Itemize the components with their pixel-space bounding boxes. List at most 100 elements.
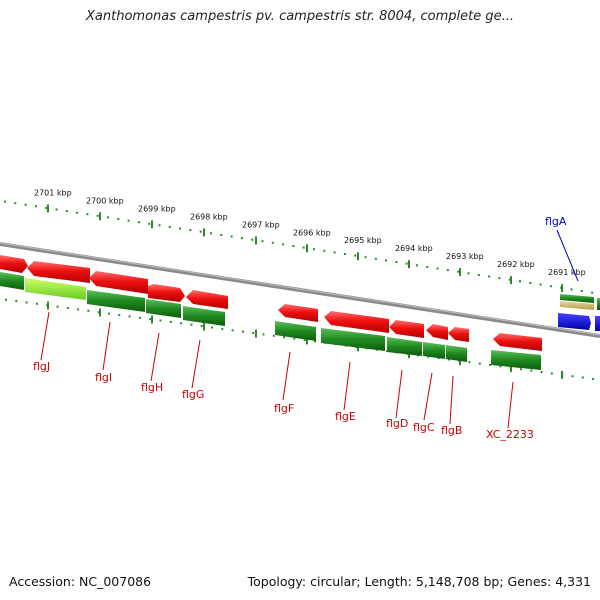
lower-scale-dot (56, 305, 59, 308)
gene-arrow[interactable] (186, 290, 228, 309)
lower-major-tick (561, 370, 563, 379)
gene-label-flgF[interactable]: flgF (274, 402, 294, 415)
scale-dot (76, 211, 79, 214)
gene-label-flgA[interactable]: flgA (545, 215, 567, 228)
reverse-feature-box[interactable] (595, 316, 600, 331)
gene-label-flgI[interactable]: flgI (95, 371, 112, 384)
cds-box[interactable] (275, 321, 316, 341)
cds-box[interactable] (491, 350, 541, 370)
gene-label-flgJ[interactable]: flgJ (33, 360, 50, 373)
scale-dot (580, 290, 583, 292)
lower-major-tick (459, 357, 461, 366)
gene-arrow[interactable] (27, 261, 90, 283)
lower-scale-dot (66, 307, 69, 309)
lower-scale-dot (314, 340, 316, 343)
lower-major-tick (255, 329, 257, 338)
cds-box[interactable] (183, 306, 225, 326)
cds-box[interactable] (0, 272, 24, 290)
scale-dot (55, 208, 58, 211)
gene-arrows-upper (0, 255, 228, 326)
lower-scale-dot (5, 298, 7, 301)
cds-box[interactable] (87, 290, 145, 312)
lower-scale-dot (489, 364, 492, 366)
lower-scale-dot (77, 308, 80, 311)
lower-scale-dot (283, 336, 286, 339)
gene-arrow[interactable] (426, 324, 448, 340)
cds-box[interactable] (146, 299, 181, 318)
cds-box[interactable] (423, 342, 445, 359)
gene-arrow[interactable] (493, 333, 542, 351)
lower-scale-dot (15, 300, 18, 303)
lower-scale-dot (550, 372, 553, 375)
scale-dot (292, 245, 295, 247)
lower-scale-dot (293, 337, 296, 340)
lower-scale-dot (169, 320, 172, 323)
scale-label: 2696 kbp (293, 228, 331, 237)
gene-label-flgD[interactable]: flgD (386, 417, 408, 430)
scale-major-tick (151, 220, 153, 229)
scale-label: 2701 kbp (34, 188, 72, 197)
gene-label-flgG[interactable]: flgG (182, 388, 204, 401)
scale-major-tick (203, 228, 205, 237)
scale-label: 2693 kbp (446, 252, 484, 261)
gene-arrow[interactable] (0, 255, 28, 273)
scale-dot (549, 285, 552, 288)
gene-arrow[interactable] (324, 311, 389, 333)
scale-dot (364, 256, 367, 259)
lower-scale-dot (190, 323, 193, 326)
map-title: Xanthomonas campestris pv. campestris st… (86, 9, 514, 24)
gene-arrow[interactable] (148, 284, 185, 302)
lower-scale-dot (25, 301, 28, 304)
cds-box[interactable] (321, 328, 385, 351)
scale-dot (354, 254, 357, 257)
scale-label: 2694 kbp (395, 244, 433, 253)
lower-major-tick (203, 322, 205, 331)
scale-dot (179, 227, 182, 230)
scale-label: 2691 kbp (548, 268, 586, 277)
cds-box[interactable] (446, 345, 467, 362)
feature-box-tan[interactable] (560, 301, 594, 310)
gene-label-flgE[interactable]: flgE (335, 410, 356, 423)
lower-scale-dot (221, 327, 224, 330)
gene-arrow[interactable] (389, 320, 424, 338)
scale-labels: 2701 kbp 2700 kbp 2699 kbp 2698 kbp 2697 kbp… (34, 188, 586, 277)
feature-box-green[interactable] (597, 298, 600, 310)
gene-label-group: flgJ flgI flgH flgG flgF flgE flgD flgC … (33, 215, 567, 441)
lower-scale-dot (499, 365, 502, 368)
cds-box[interactable] (387, 337, 422, 356)
lower-scale-dot (200, 325, 203, 328)
lower-scale-dot (241, 330, 244, 333)
lower-scale-dot (252, 332, 255, 334)
scale-dot (199, 230, 202, 233)
gene-arrow[interactable] (278, 304, 318, 322)
scale-major-tick (47, 204, 49, 213)
scale-dot (4, 200, 6, 203)
reverse-feature-box[interactable] (558, 313, 591, 330)
lower-scale-dot (468, 361, 471, 364)
lower-major-tick (99, 308, 101, 317)
scale-major-tick (510, 276, 512, 285)
scale-dot (271, 241, 274, 244)
scale-dot (426, 265, 429, 268)
lower-scale-dot (231, 329, 234, 332)
gene-label-flgH[interactable]: flgH (141, 381, 163, 394)
gene-arrow[interactable] (448, 327, 469, 342)
scale-major-tick (408, 260, 410, 269)
gene-label-flgC[interactable]: flgC (413, 421, 435, 434)
gene-label-XC_2233[interactable]: XC_2233 (486, 428, 534, 441)
cds-box-highlighted[interactable] (25, 278, 86, 300)
backbone-curve (0, 242, 600, 338)
scale-major-tick (561, 284, 563, 293)
scale-dot (416, 264, 418, 267)
gene-arrow[interactable] (89, 271, 148, 294)
lower-scale-dot (128, 315, 131, 318)
cds-box[interactable] (560, 294, 594, 303)
scale-dot (477, 273, 480, 276)
scale-major-tick (306, 244, 308, 253)
scale-dot (220, 233, 223, 236)
gene-label-flgB[interactable]: flgB (441, 424, 462, 437)
scale-dot (570, 288, 573, 291)
lower-scale-dot (272, 334, 275, 337)
scale-dot (117, 218, 120, 220)
